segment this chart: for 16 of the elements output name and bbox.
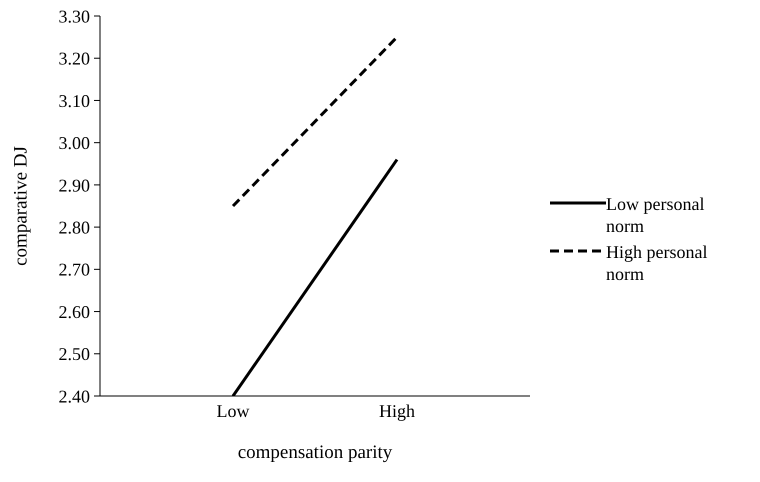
- y-tick-label: 2.50: [58, 344, 90, 364]
- x-tick-label: High: [379, 400, 415, 421]
- y-tick-label: 2.70: [58, 260, 90, 280]
- y-tick-label: 2.40: [58, 386, 90, 406]
- x-axis-title: compensation parity: [238, 442, 393, 463]
- y-tick-label: 2.90: [58, 175, 90, 196]
- y-tick-label: 2.80: [58, 218, 90, 238]
- legend-label: High personal norm: [606, 241, 708, 285]
- legend-label: Low personal norm: [606, 193, 706, 237]
- y-axis-title: comparative DJ: [10, 146, 32, 266]
- x-tick-label: Low: [216, 400, 250, 421]
- y-tick-label: 3.00: [58, 133, 90, 154]
- y-tick-label: 3.20: [58, 48, 90, 69]
- y-tick-label: 2.60: [58, 302, 90, 322]
- y-tick-label: 3.30: [58, 6, 90, 26]
- y-tick-label: 3.10: [58, 90, 90, 111]
